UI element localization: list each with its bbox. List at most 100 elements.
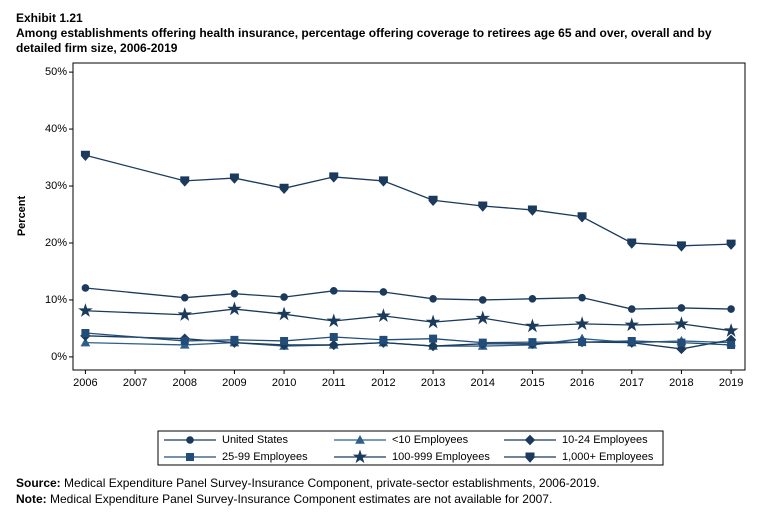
note-text: Medical Expenditure Panel Survey-Insuran… <box>50 492 553 506</box>
marker <box>376 308 391 323</box>
x-tick-label: 2013 <box>421 377 445 389</box>
marker <box>80 337 91 347</box>
legend-marker <box>186 453 194 461</box>
x-tick-label: 2006 <box>73 377 97 389</box>
marker <box>276 306 292 321</box>
marker <box>727 305 735 313</box>
x-tick-label: 2007 <box>123 377 147 389</box>
legend-label: 1,000+ Employees <box>562 451 654 463</box>
marker <box>578 293 586 302</box>
marker <box>425 314 441 329</box>
marker <box>726 239 736 250</box>
marker <box>279 183 289 195</box>
x-tick-label: 2016 <box>570 377 594 389</box>
marker <box>574 316 590 331</box>
marker <box>280 336 289 345</box>
x-tick-label: 2009 <box>222 377 246 389</box>
marker <box>177 307 192 321</box>
marker <box>379 335 388 344</box>
marker <box>81 284 90 292</box>
marker <box>674 316 689 331</box>
marker <box>624 317 639 332</box>
marker <box>230 335 239 344</box>
marker <box>528 295 537 303</box>
marker <box>230 289 239 298</box>
y-axis-label: Percent <box>16 195 28 236</box>
marker <box>81 328 90 337</box>
marker <box>577 212 587 223</box>
note-text: Medical Expenditure Panel Survey-Insuran… <box>64 476 600 490</box>
marker <box>676 241 686 252</box>
marker <box>379 288 388 296</box>
marker <box>180 293 189 302</box>
marker <box>627 238 637 249</box>
marker <box>229 173 239 184</box>
marker <box>527 205 537 216</box>
y-tick-label: 40% <box>45 123 67 135</box>
marker <box>723 323 739 337</box>
marker <box>627 305 636 313</box>
marker <box>727 340 736 349</box>
marker <box>326 313 341 328</box>
marker <box>180 336 189 345</box>
marker <box>478 296 487 304</box>
marker <box>280 293 288 301</box>
marker <box>478 338 487 347</box>
marker <box>180 176 190 187</box>
series-line <box>85 154 732 247</box>
x-tick-label: 2008 <box>173 377 197 389</box>
source-note: Source: Medical Expenditure Panel Survey… <box>16 476 600 490</box>
marker <box>329 287 338 295</box>
x-tick-label: 2015 <box>520 377 544 389</box>
marker <box>378 176 388 187</box>
legend-label: 100-999 Employees <box>392 451 490 463</box>
x-tick-label: 2018 <box>669 377 693 389</box>
marker <box>328 339 339 351</box>
legend-label: 10-24 Employees <box>562 434 648 446</box>
legend-marker <box>525 452 535 463</box>
legend-label: 25-99 Employees <box>222 451 308 463</box>
x-tick-label: 2011 <box>322 377 346 389</box>
marker <box>427 340 439 352</box>
x-tick-label: 2019 <box>719 377 743 389</box>
marker <box>80 150 90 162</box>
chart-title: Among establishments offering health ins… <box>16 26 712 55</box>
marker <box>627 336 636 345</box>
marker <box>475 310 490 325</box>
marker <box>329 332 338 341</box>
marker <box>676 343 687 355</box>
legend-frame <box>157 430 664 466</box>
y-tick-label: 0% <box>51 351 67 363</box>
marker <box>428 195 438 207</box>
legend-label: <10 Employees <box>392 434 469 446</box>
marker <box>528 338 537 347</box>
marker <box>429 334 438 343</box>
marker <box>429 295 437 303</box>
y-tick-label: 10% <box>45 294 67 306</box>
marker <box>329 172 339 183</box>
marker <box>78 303 93 317</box>
x-tick-label: 2010 <box>272 377 296 389</box>
x-tick-label: 2014 <box>471 377 495 389</box>
marker <box>525 318 540 333</box>
note-label: Note: <box>16 492 47 506</box>
marker <box>677 304 686 312</box>
marker <box>578 338 587 347</box>
plot-frame <box>72 62 746 371</box>
legend-marker <box>355 434 365 444</box>
marker <box>227 301 242 316</box>
note-label: Source: <box>16 476 61 490</box>
exhibit-label: Exhibit 1.21 <box>16 11 83 25</box>
legend-marker <box>186 436 194 444</box>
legend-label: United States <box>222 434 289 446</box>
marker <box>478 201 488 212</box>
x-tick-label: 2017 <box>620 377 644 389</box>
y-tick-label: 30% <box>45 180 67 192</box>
legend-marker <box>352 449 368 464</box>
note: Note: Medical Expenditure Panel Survey-I… <box>16 492 552 506</box>
x-tick-label: 2012 <box>371 377 395 389</box>
y-tick-label: 20% <box>45 237 67 249</box>
legend-marker <box>524 434 536 446</box>
